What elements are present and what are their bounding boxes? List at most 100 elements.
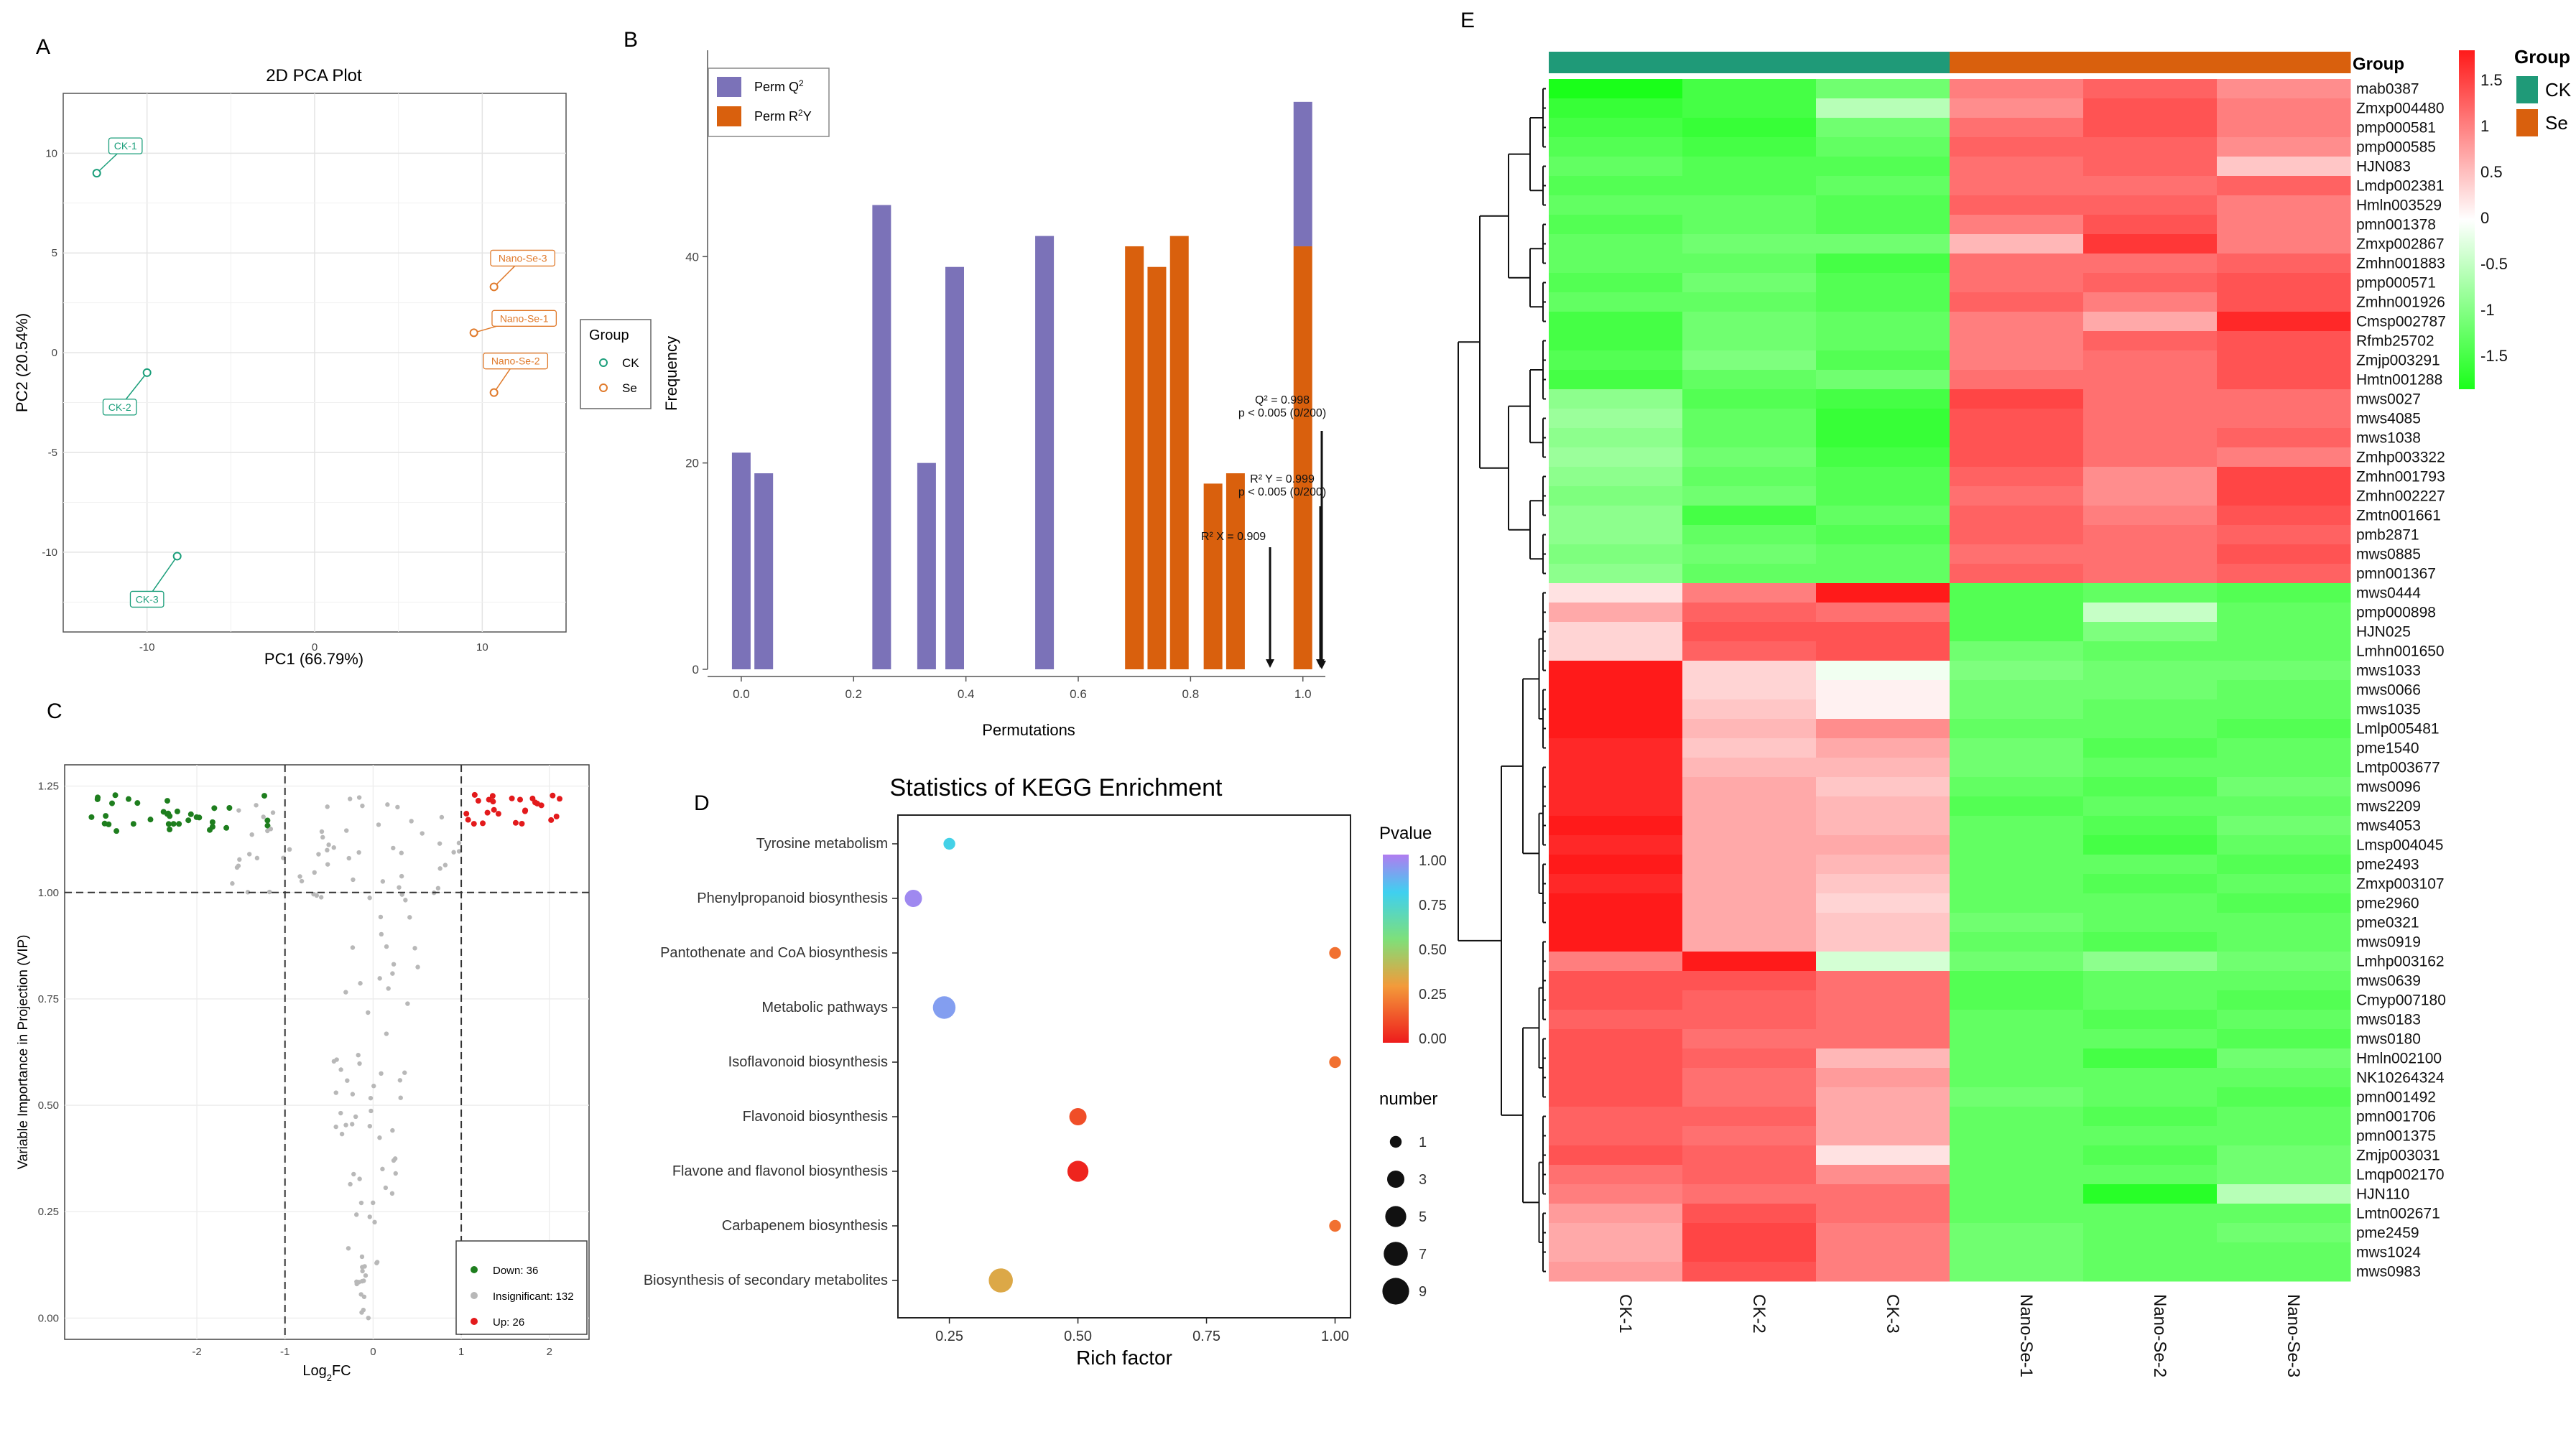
volcano-points xyxy=(88,791,563,1321)
pca-label-box xyxy=(483,353,549,370)
perm-q2-bar xyxy=(1035,236,1055,670)
heatmap-cell xyxy=(2217,195,2351,215)
perm-annotation-text: R² X = 0.909 xyxy=(1201,531,1266,543)
volcano-xtick: -1 xyxy=(280,1346,289,1358)
volcano-point-insig xyxy=(358,1200,364,1206)
heatmap-cell xyxy=(1682,1262,1817,1282)
heatmap-dendrogram xyxy=(1458,88,1546,1273)
volcano-point-insig xyxy=(368,1095,374,1101)
heatmap-cell xyxy=(1950,1107,2084,1127)
heatmap-cell xyxy=(2217,738,2351,758)
volcano-ytick: 1.00 xyxy=(38,887,59,899)
volcano-point-up xyxy=(509,795,515,801)
volcano-ticks: -2 -1 0 1 2 0.00 0.25 0.50 0.75 1.00 1.25 xyxy=(38,781,552,1358)
heatmap-cell xyxy=(1816,893,1950,913)
volcano-ytick: 1.25 xyxy=(38,781,59,793)
heatmap-group-cell xyxy=(2083,52,2218,73)
kegg-number-label: 1 xyxy=(1419,1135,1427,1150)
perm-annotation-text: p < 0.005 (0/200) xyxy=(1238,407,1326,419)
kegg-category-label: Flavonoid biosynthesis xyxy=(743,1109,888,1125)
heatmap-cell xyxy=(1950,428,2084,448)
heatmap-cell xyxy=(1549,195,1683,215)
heatmap-cell xyxy=(1816,544,1950,564)
heatmap-cell xyxy=(1816,254,1950,274)
heatmap-row-label: pmb2871 xyxy=(2356,527,2419,544)
pca-legend-title: Group xyxy=(589,327,629,343)
heatmap-row-label: Rfmb25702 xyxy=(2356,333,2434,350)
heatmap-cell xyxy=(1682,447,1817,468)
kegg-pvalue-tick: 0.00 xyxy=(1419,1031,1447,1047)
perm-ytick: 0 xyxy=(692,663,699,676)
volcano-point-insig xyxy=(391,845,396,851)
heatmap-row-label: Zmxp004480 xyxy=(2356,101,2445,117)
volcano-point-down xyxy=(176,821,182,827)
volcano-point-insig xyxy=(350,1122,355,1127)
volcano-point-insig xyxy=(319,829,325,834)
pca-label-box xyxy=(490,249,556,267)
volcano-point-insig xyxy=(325,804,330,809)
heatmap-cell xyxy=(1950,79,2084,99)
heatmap-cell xyxy=(1682,1165,1817,1185)
volcano-point-insig xyxy=(245,890,251,895)
heatmap-scale-tick: 1 xyxy=(2480,117,2489,135)
heatmap-cell xyxy=(2217,98,2351,118)
volcano-point-insig xyxy=(367,896,372,901)
heatmap-cell xyxy=(1816,758,1950,778)
heatmap-cell xyxy=(2217,389,2351,409)
heatmap-cell xyxy=(1549,622,1683,642)
kegg-number-label: 5 xyxy=(1419,1209,1427,1225)
kegg-xlabel: Rich factor xyxy=(1076,1347,1172,1369)
perm-xtick: 1.0 xyxy=(1294,687,1312,701)
heatmap-cell xyxy=(1950,157,2084,177)
heatmap-group-bar xyxy=(1549,52,2351,73)
heatmap-cell xyxy=(1549,79,1683,99)
heatmap-cell xyxy=(1816,389,1950,409)
volcano-point-insig xyxy=(270,810,276,815)
volcano-point-insig xyxy=(412,946,417,951)
heatmap-cell xyxy=(1549,273,1683,293)
heatmap-cell xyxy=(1816,1262,1950,1282)
heatmap-cell xyxy=(1950,1223,2084,1243)
heatmap-cell xyxy=(2217,1087,2351,1107)
heatmap-cell xyxy=(2217,603,2351,623)
heatmap-cell xyxy=(2083,583,2218,603)
heatmap-cell xyxy=(1549,544,1683,564)
volcano-point-insig xyxy=(389,1191,395,1196)
perm-r2y-bar xyxy=(1125,246,1144,669)
perm-arrow-head xyxy=(1266,659,1274,668)
heatmap-scale-tick: 1.5 xyxy=(2480,71,2503,89)
perm-q2-bar xyxy=(1293,101,1312,246)
heatmap-legend-ck-swatch xyxy=(2516,76,2538,103)
heatmap-cell xyxy=(2217,1223,2351,1243)
volcano-xtick: 0 xyxy=(370,1346,376,1358)
heatmap-cell xyxy=(2083,157,2218,177)
heatmap-cell xyxy=(1682,1048,1817,1069)
kegg-point xyxy=(1069,1107,1087,1126)
heatmap-cell xyxy=(2083,1068,2218,1088)
heatmap-cell xyxy=(1816,564,1950,584)
volcano-point-insig xyxy=(398,1095,403,1100)
heatmap-cell xyxy=(1816,428,1950,448)
heatmap-cell xyxy=(2217,544,2351,564)
heatmap-cell xyxy=(2217,79,2351,99)
heatmap-cell xyxy=(1816,370,1950,390)
volcano-point-insig xyxy=(367,1123,373,1129)
pca-ticks: -10 0 10 -10 -5 0 5 10 xyxy=(42,147,488,654)
heatmap-cell xyxy=(2083,312,2218,332)
heatmap-cell xyxy=(1816,913,1950,933)
kegg-category-label: Carbapenem biosynthesis xyxy=(722,1218,888,1234)
heatmap-cell xyxy=(1682,389,1817,409)
heatmap-cell xyxy=(2083,195,2218,215)
heatmap-cell xyxy=(1682,525,1817,545)
heatmap-cell xyxy=(1816,816,1950,836)
volcano-point-insig xyxy=(320,834,325,840)
volcano-point-insig xyxy=(338,1110,343,1116)
heatmap-legend-title: Group xyxy=(2514,46,2570,68)
volcano-point-down xyxy=(88,814,95,820)
heatmap-cell xyxy=(2217,661,2351,681)
heatmap-cell xyxy=(1682,641,1817,661)
heatmap-cell xyxy=(1549,389,1683,409)
heatmap-cell xyxy=(2083,98,2218,118)
